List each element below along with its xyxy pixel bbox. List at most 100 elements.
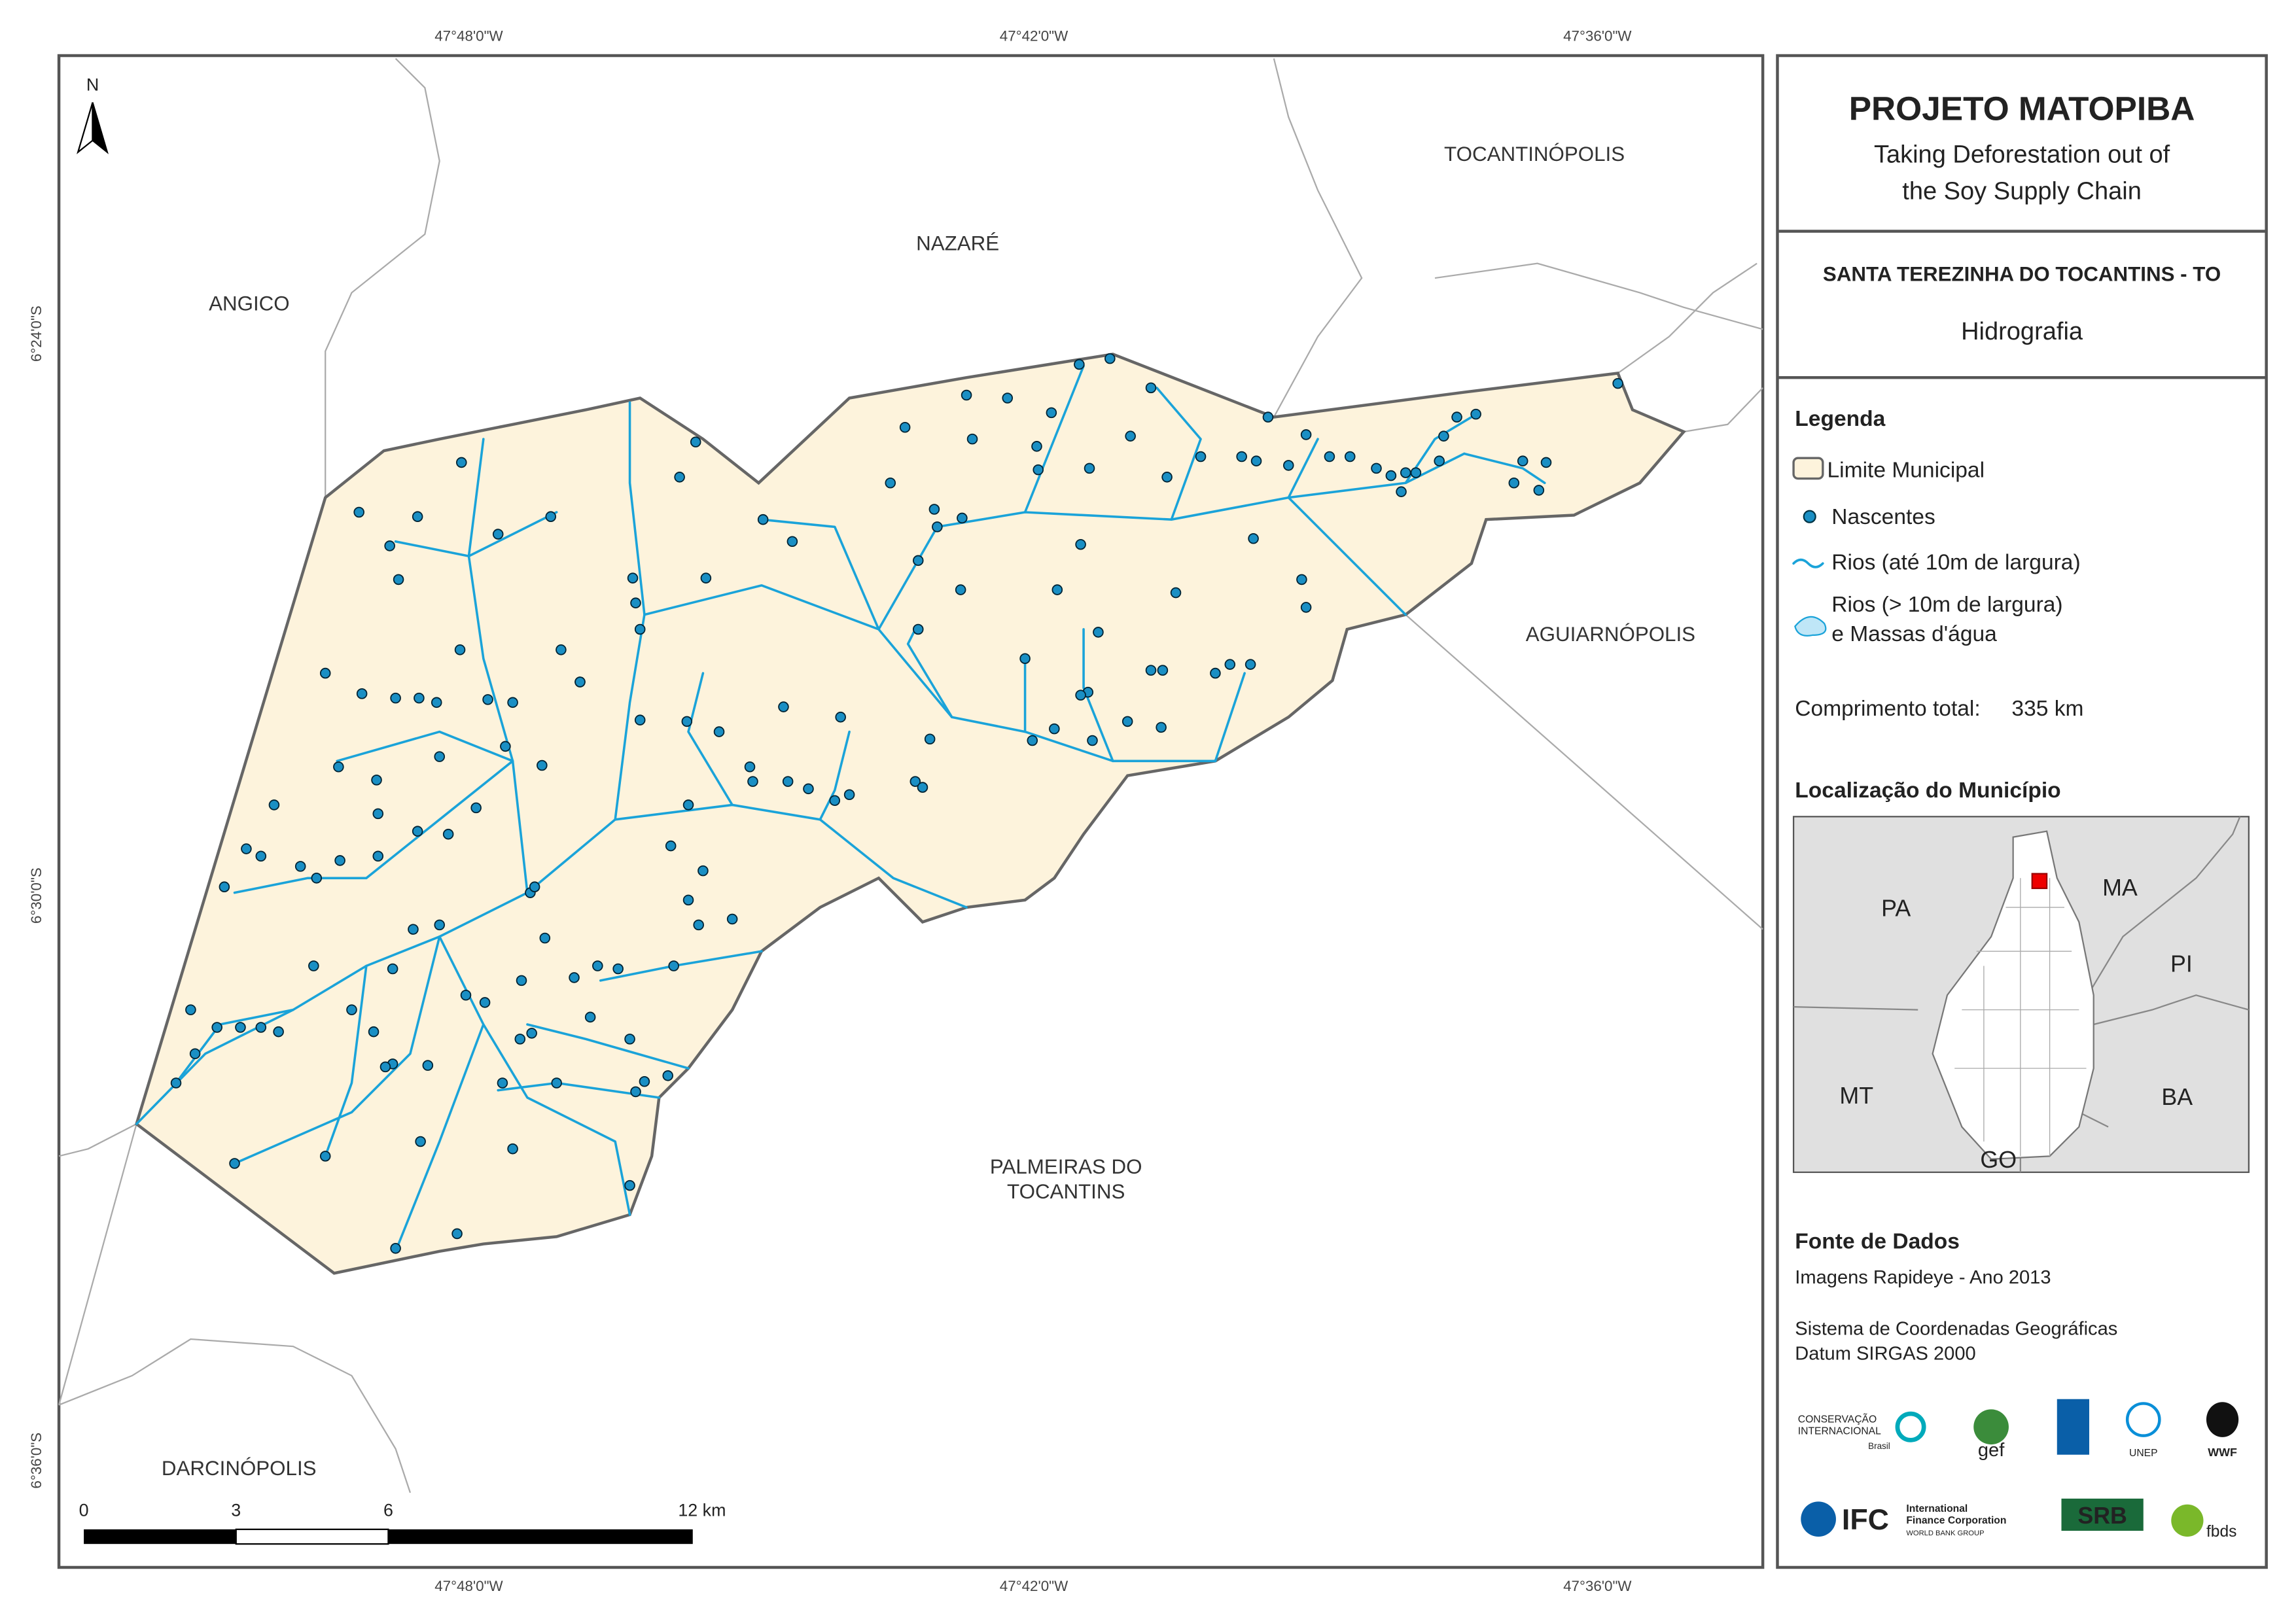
spring	[1434, 455, 1445, 466]
spring	[1157, 665, 1169, 676]
spring	[1093, 627, 1104, 638]
legend-symbol	[1803, 510, 1816, 523]
logo-text: International	[1906, 1503, 1968, 1514]
spring	[189, 1048, 201, 1060]
spring	[957, 512, 968, 524]
spring	[681, 716, 693, 727]
spring	[1612, 377, 1623, 389]
logo-text: fbds	[2206, 1523, 2237, 1541]
river	[1462, 452, 1546, 485]
location-title: Localização do Município	[1795, 778, 2060, 803]
spring	[387, 963, 398, 975]
shape	[2125, 1402, 2161, 1437]
spring	[319, 1151, 331, 1162]
legend-item: Rios (até 10m de largura)	[1831, 550, 2080, 574]
spring	[1517, 455, 1528, 466]
spring	[170, 1077, 182, 1089]
shape	[84, 1529, 236, 1544]
spring	[912, 555, 924, 567]
place-label: TOCANTINS	[1007, 1180, 1125, 1203]
total-length-value: 335 km	[2011, 697, 2083, 721]
spring	[1170, 587, 1182, 599]
municipal-boundary	[135, 353, 1686, 1275]
river	[467, 438, 529, 894]
spring	[482, 694, 493, 705]
grid-label: 47°48'0"W	[434, 1578, 503, 1594]
river	[1023, 364, 1473, 521]
spring	[786, 536, 798, 548]
boundary	[1617, 262, 1763, 433]
spring	[700, 572, 712, 584]
spring	[408, 924, 419, 935]
logos: CONSERVAÇÃO INTERNACIONAL Brasil gef UNE…	[1798, 1399, 2239, 1541]
spring	[713, 726, 725, 737]
spring	[835, 711, 846, 723]
state-label: GO	[1980, 1147, 2017, 1173]
boundary	[1434, 262, 1763, 330]
scale-label: 3	[231, 1501, 241, 1520]
spring	[372, 808, 384, 820]
spring	[353, 506, 364, 518]
spring	[778, 701, 789, 712]
spring	[1161, 472, 1173, 483]
spring	[1300, 429, 1312, 440]
spring	[1224, 659, 1236, 670]
spring	[1074, 358, 1085, 370]
spring	[356, 688, 368, 699]
place-label: TOCANTINÓPOLIS	[1444, 143, 1625, 166]
grid-labels: 47°48'0"W 47°42'0"W 47°36'0"W 47°48'0"W …	[28, 28, 1632, 1594]
shape	[1793, 816, 2250, 1172]
spring	[924, 733, 936, 745]
spring	[412, 511, 423, 522]
scale-label: 12 km	[678, 1501, 726, 1520]
spring	[529, 881, 540, 892]
map-frame: TOCANTINÓPOLIS NAZARÉ ANGICO AGUIARNÓPOL…	[57, 54, 1765, 1569]
spring	[630, 1086, 641, 1098]
grid-label: 6°24'0"S	[28, 305, 44, 362]
spring	[682, 894, 694, 906]
spring	[380, 1061, 391, 1073]
spring	[333, 761, 344, 773]
spring	[747, 776, 758, 787]
spring	[545, 511, 557, 522]
grid-label: 47°42'0"W	[1000, 28, 1069, 44]
spring	[1296, 574, 1307, 585]
state-label: BA	[2161, 1084, 2193, 1110]
shape	[2206, 1402, 2239, 1437]
spring	[917, 782, 928, 793]
spring	[470, 802, 482, 814]
spring	[690, 436, 701, 447]
shape	[2061, 1498, 2144, 1531]
spring	[634, 714, 646, 725]
spring	[757, 514, 769, 525]
municipality: SANTA TEREZINHA DO TOCANTINS - TO	[1823, 263, 2221, 286]
spring	[682, 799, 694, 811]
spring	[311, 873, 323, 884]
spring	[634, 623, 646, 635]
spring	[1248, 532, 1259, 544]
spring	[630, 597, 641, 608]
spring	[726, 913, 738, 925]
boundary	[58, 1338, 412, 1493]
spring	[526, 1028, 537, 1039]
grid-label: 6°30'0"S	[28, 867, 44, 924]
spring	[1344, 451, 1356, 462]
sources-title: Fonte de Dados	[1795, 1229, 1960, 1253]
river	[906, 628, 1246, 763]
spring	[455, 457, 467, 468]
spring	[955, 584, 966, 595]
logo-text: Brasil	[1868, 1441, 1890, 1451]
river	[687, 672, 851, 821]
river	[1287, 496, 1407, 616]
spring	[1145, 382, 1157, 394]
spring	[268, 799, 280, 811]
spring	[454, 644, 466, 655]
spring	[843, 789, 855, 801]
boundary	[58, 1123, 137, 1405]
boundary	[1405, 614, 1763, 930]
spring	[885, 477, 896, 489]
spring	[592, 960, 603, 971]
spring	[1371, 462, 1382, 474]
